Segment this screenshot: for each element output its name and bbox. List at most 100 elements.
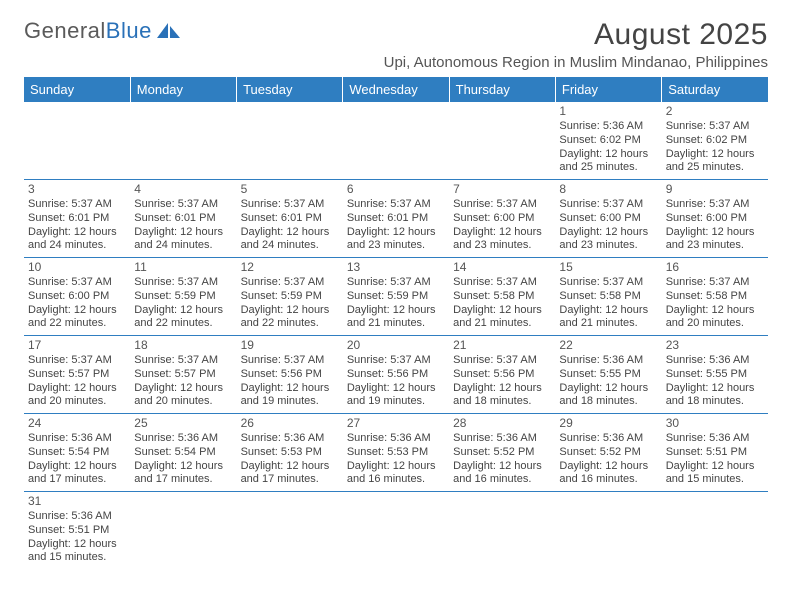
daylight-line-1: Daylight: 12 hours	[559, 382, 657, 396]
sunset-line: Sunset: 5:56 PM	[347, 368, 445, 382]
calendar-cell: 20Sunrise: 5:37 AMSunset: 5:56 PMDayligh…	[343, 336, 449, 414]
daylight-line-1: Daylight: 12 hours	[453, 460, 551, 474]
sunset-line: Sunset: 5:59 PM	[347, 290, 445, 304]
daylight-line-2: and 15 minutes.	[28, 551, 126, 565]
sunset-line: Sunset: 5:58 PM	[559, 290, 657, 304]
daylight-line-1: Daylight: 12 hours	[559, 304, 657, 318]
day-number: 14	[453, 260, 551, 275]
calendar-cell: 8Sunrise: 5:37 AMSunset: 6:00 PMDaylight…	[555, 180, 661, 258]
calendar-cell	[130, 492, 236, 570]
daylight-line-2: and 24 minutes.	[241, 239, 339, 253]
calendar-cell: 23Sunrise: 5:36 AMSunset: 5:55 PMDayligh…	[662, 336, 768, 414]
sunrise-line: Sunrise: 5:36 AM	[559, 354, 657, 368]
calendar-cell: 18Sunrise: 5:37 AMSunset: 5:57 PMDayligh…	[130, 336, 236, 414]
calendar-cell	[343, 102, 449, 180]
calendar-cell: 2Sunrise: 5:37 AMSunset: 6:02 PMDaylight…	[662, 102, 768, 180]
calendar-cell	[237, 102, 343, 180]
day-number: 12	[241, 260, 339, 275]
calendar-table: SundayMondayTuesdayWednesdayThursdayFrid…	[24, 77, 768, 569]
sunrise-line: Sunrise: 5:36 AM	[559, 432, 657, 446]
day-number: 6	[347, 182, 445, 197]
calendar-cell	[555, 492, 661, 570]
sunrise-line: Sunrise: 5:37 AM	[28, 198, 126, 212]
calendar-header-row: SundayMondayTuesdayWednesdayThursdayFrid…	[24, 77, 768, 102]
day-number: 18	[134, 338, 232, 353]
daylight-line-2: and 25 minutes.	[666, 161, 764, 175]
calendar-cell: 31Sunrise: 5:36 AMSunset: 5:51 PMDayligh…	[24, 492, 130, 570]
daylight-line-1: Daylight: 12 hours	[666, 460, 764, 474]
calendar-cell: 24Sunrise: 5:36 AMSunset: 5:54 PMDayligh…	[24, 414, 130, 492]
day-number: 23	[666, 338, 764, 353]
day-number: 1	[559, 104, 657, 119]
sunset-line: Sunset: 5:59 PM	[134, 290, 232, 304]
sunrise-line: Sunrise: 5:36 AM	[559, 120, 657, 134]
sunrise-line: Sunrise: 5:36 AM	[28, 510, 126, 524]
calendar-week: 24Sunrise: 5:36 AMSunset: 5:54 PMDayligh…	[24, 414, 768, 492]
day-header: Saturday	[662, 77, 768, 102]
sunset-line: Sunset: 5:57 PM	[134, 368, 232, 382]
sail-icon	[156, 22, 182, 40]
daylight-line-1: Daylight: 12 hours	[559, 148, 657, 162]
day-number: 3	[28, 182, 126, 197]
daylight-line-1: Daylight: 12 hours	[28, 460, 126, 474]
calendar-week: 31Sunrise: 5:36 AMSunset: 5:51 PMDayligh…	[24, 492, 768, 570]
sunset-line: Sunset: 6:01 PM	[134, 212, 232, 226]
daylight-line-2: and 17 minutes.	[241, 473, 339, 487]
sunset-line: Sunset: 6:01 PM	[347, 212, 445, 226]
daylight-line-1: Daylight: 12 hours	[241, 304, 339, 318]
daylight-line-2: and 25 minutes.	[559, 161, 657, 175]
sunset-line: Sunset: 6:00 PM	[28, 290, 126, 304]
daylight-line-1: Daylight: 12 hours	[453, 382, 551, 396]
day-number: 28	[453, 416, 551, 431]
calendar-cell	[662, 492, 768, 570]
sunrise-line: Sunrise: 5:37 AM	[453, 276, 551, 290]
calendar-cell: 11Sunrise: 5:37 AMSunset: 5:59 PMDayligh…	[130, 258, 236, 336]
daylight-line-2: and 21 minutes.	[347, 317, 445, 331]
logo-text-gray: General	[24, 18, 106, 44]
daylight-line-2: and 23 minutes.	[453, 239, 551, 253]
sunrise-line: Sunrise: 5:36 AM	[241, 432, 339, 446]
calendar-cell: 19Sunrise: 5:37 AMSunset: 5:56 PMDayligh…	[237, 336, 343, 414]
day-number: 30	[666, 416, 764, 431]
calendar-cell: 29Sunrise: 5:36 AMSunset: 5:52 PMDayligh…	[555, 414, 661, 492]
calendar-cell: 9Sunrise: 5:37 AMSunset: 6:00 PMDaylight…	[662, 180, 768, 258]
daylight-line-1: Daylight: 12 hours	[28, 382, 126, 396]
day-number: 25	[134, 416, 232, 431]
day-number: 19	[241, 338, 339, 353]
day-header: Thursday	[449, 77, 555, 102]
daylight-line-2: and 21 minutes.	[453, 317, 551, 331]
calendar-cell: 25Sunrise: 5:36 AMSunset: 5:54 PMDayligh…	[130, 414, 236, 492]
daylight-line-1: Daylight: 12 hours	[666, 226, 764, 240]
daylight-line-2: and 19 minutes.	[241, 395, 339, 409]
calendar-week: 17Sunrise: 5:37 AMSunset: 5:57 PMDayligh…	[24, 336, 768, 414]
sunset-line: Sunset: 5:56 PM	[241, 368, 339, 382]
sunrise-line: Sunrise: 5:37 AM	[347, 198, 445, 212]
day-number: 26	[241, 416, 339, 431]
daylight-line-1: Daylight: 12 hours	[347, 304, 445, 318]
calendar-cell: 6Sunrise: 5:37 AMSunset: 6:01 PMDaylight…	[343, 180, 449, 258]
daylight-line-1: Daylight: 12 hours	[241, 382, 339, 396]
sunset-line: Sunset: 6:00 PM	[559, 212, 657, 226]
daylight-line-2: and 15 minutes.	[666, 473, 764, 487]
sunrise-line: Sunrise: 5:37 AM	[559, 276, 657, 290]
daylight-line-1: Daylight: 12 hours	[666, 148, 764, 162]
sunrise-line: Sunrise: 5:37 AM	[347, 354, 445, 368]
sunset-line: Sunset: 6:00 PM	[453, 212, 551, 226]
header: GeneralBlue August 2025 Upi, Autonomous …	[24, 18, 768, 71]
daylight-line-2: and 17 minutes.	[134, 473, 232, 487]
logo-text-blue: Blue	[106, 18, 152, 44]
calendar-cell	[24, 102, 130, 180]
daylight-line-1: Daylight: 12 hours	[666, 382, 764, 396]
day-number: 15	[559, 260, 657, 275]
calendar-week: 1Sunrise: 5:36 AMSunset: 6:02 PMDaylight…	[24, 102, 768, 180]
location-subtitle: Upi, Autonomous Region in Muslim Mindana…	[384, 54, 768, 71]
sunrise-line: Sunrise: 5:37 AM	[241, 354, 339, 368]
calendar-week: 3Sunrise: 5:37 AMSunset: 6:01 PMDaylight…	[24, 180, 768, 258]
daylight-line-1: Daylight: 12 hours	[559, 226, 657, 240]
sunset-line: Sunset: 6:02 PM	[666, 134, 764, 148]
day-number: 11	[134, 260, 232, 275]
daylight-line-1: Daylight: 12 hours	[453, 226, 551, 240]
calendar-cell: 10Sunrise: 5:37 AMSunset: 6:00 PMDayligh…	[24, 258, 130, 336]
day-number: 20	[347, 338, 445, 353]
day-number: 21	[453, 338, 551, 353]
